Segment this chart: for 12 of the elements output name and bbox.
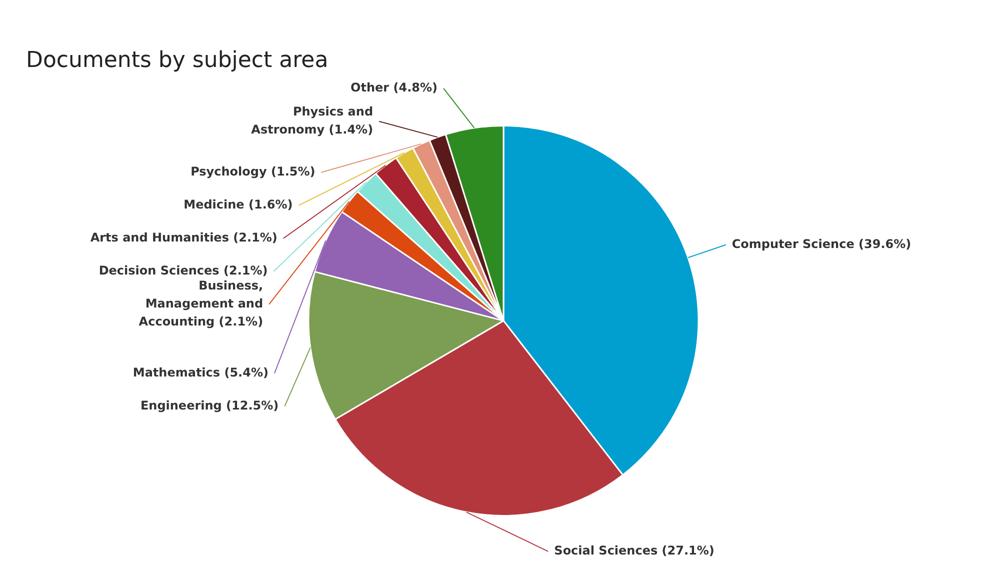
slice-label: Mathematics (5.4%) xyxy=(132,365,268,380)
slice-label: Decision Sciences (2.1%) xyxy=(98,263,268,278)
slice-label: Business, Management and Accounting (2.1%) xyxy=(138,278,264,328)
slice-label: Medicine (1.6%) xyxy=(184,197,293,212)
slice-label: Physics and Astronomy (1.4%) xyxy=(251,104,374,136)
slice-label: Engineering (12.5%) xyxy=(140,398,279,412)
slice-label: Psychology (1.5%) xyxy=(190,164,316,178)
slice-label: Social Sciences (27.1%) xyxy=(554,544,714,558)
chart-title: Documents by subject area xyxy=(26,48,328,73)
slice-label: Arts and Humanities (2.1%) xyxy=(90,230,278,244)
slice-label: Other (4.8%) xyxy=(350,80,438,94)
slice-label: Computer Science (39.6%) xyxy=(732,236,912,251)
